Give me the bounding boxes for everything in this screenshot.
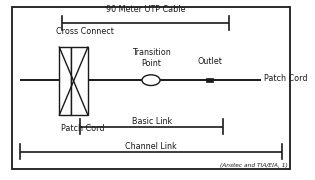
Text: Basic Link: Basic Link: [132, 117, 172, 126]
Circle shape: [142, 75, 160, 86]
Text: (Anstec and TIA/EIA, 1): (Anstec and TIA/EIA, 1): [220, 163, 288, 168]
Text: Channel Link: Channel Link: [125, 142, 177, 151]
Text: 90 Meter UTP Cable: 90 Meter UTP Cable: [106, 5, 186, 14]
Bar: [59, 47, 71, 115]
Text: Outlet: Outlet: [197, 57, 222, 66]
Bar: [71, 47, 88, 115]
Text: Patch Cord: Patch Cord: [61, 124, 104, 133]
Text: Cross Connect: Cross Connect: [56, 27, 114, 36]
Text: Patch Cord: Patch Cord: [264, 74, 307, 83]
Text: Transition
Point: Transition Point: [132, 48, 170, 68]
Bar: [206, 78, 213, 82]
